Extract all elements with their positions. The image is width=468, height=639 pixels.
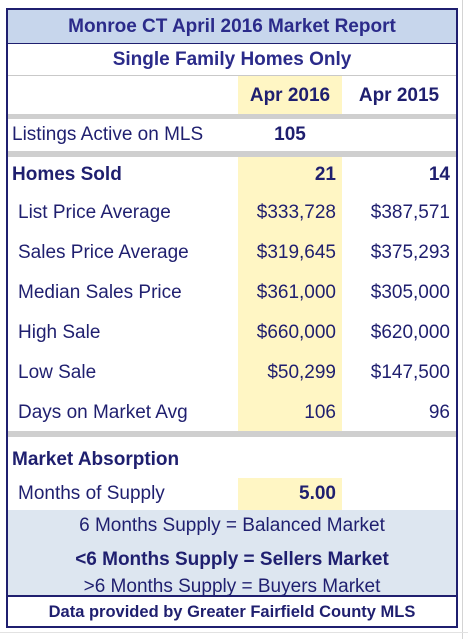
metric-label: Median Sales Price xyxy=(18,282,182,303)
row-separator xyxy=(8,114,456,119)
report-title: Monroe CT April 2016 Market Report xyxy=(8,10,456,44)
column-header-current: Apr 2016 xyxy=(238,76,342,116)
metric-current: $660,000 xyxy=(238,313,342,353)
column-header-prior: Apr 2015 xyxy=(358,85,440,106)
metric-prior: $387,571 xyxy=(370,202,450,223)
grid-column-line xyxy=(462,0,463,639)
metric-label: High Sale xyxy=(18,322,101,343)
metric-prior: $375,293 xyxy=(370,242,450,263)
absorption-heading-row: Market Absorption xyxy=(8,443,456,477)
metric-row-median-price: Median Sales Price $361,000 $305,000 xyxy=(8,273,456,313)
homes-sold-row: Homes Sold 21 14 xyxy=(8,157,456,193)
header-empty-cell xyxy=(8,76,240,116)
metric-prior: $620,000 xyxy=(370,322,450,343)
report-subtitle: Single Family Homes Only xyxy=(8,44,456,76)
listings-row: Listings Active on MLS 105 xyxy=(8,119,456,151)
metric-current: 106 xyxy=(238,393,342,433)
absorption-legend: 6 Months Supply = Balanced Market <6 Mon… xyxy=(8,510,456,597)
metric-label: List Price Average xyxy=(18,202,171,223)
listings-label: Listings Active on MLS xyxy=(12,124,204,145)
metric-row-list-price: List Price Average $333,728 $387,571 xyxy=(8,193,456,233)
column-header-row: Apr 2016 Apr 2015 xyxy=(8,76,456,116)
market-report-table: Monroe CT April 2016 Market Report Singl… xyxy=(6,8,458,628)
metric-label: Days on Market Avg xyxy=(18,402,188,423)
metric-current: $50,299 xyxy=(238,353,342,393)
metric-row-sales-price: Sales Price Average $319,645 $375,293 xyxy=(8,233,456,273)
metric-label: Sales Price Average xyxy=(18,242,189,263)
months-of-supply-value: 5.00 xyxy=(238,478,342,510)
listings-prior xyxy=(342,119,456,151)
listings-current: 105 xyxy=(274,124,306,145)
legend-sellers: <6 Months Supply = Sellers Market xyxy=(75,549,389,570)
row-separator xyxy=(8,151,456,157)
months-of-supply-label: Months of Supply xyxy=(18,483,165,504)
legend-buyers: >6 Months Supply = Buyers Market xyxy=(83,576,381,597)
row-separator xyxy=(8,431,456,437)
metric-prior: 96 xyxy=(428,402,450,423)
data-source-footer: Data provided by Greater Fairfield Count… xyxy=(8,595,456,628)
metric-current: $361,000 xyxy=(238,273,342,313)
metric-current: $319,645 xyxy=(238,233,342,273)
months-of-supply-row: Months of Supply 5.00 xyxy=(8,478,456,510)
metric-prior: $147,500 xyxy=(370,362,450,383)
metric-current: $333,728 xyxy=(238,193,342,233)
homes-sold-current: 21 xyxy=(238,157,342,193)
metric-prior: $305,000 xyxy=(370,282,450,303)
homes-sold-prior: 14 xyxy=(428,164,450,185)
metric-row-days-on-market: Days on Market Avg 106 96 xyxy=(8,393,456,433)
metric-row-high-sale: High Sale $660,000 $620,000 xyxy=(8,313,456,353)
legend-balanced: 6 Months Supply = Balanced Market xyxy=(79,515,385,536)
grid-row-line xyxy=(0,632,468,633)
metric-row-low-sale: Low Sale $50,299 $147,500 xyxy=(8,353,456,393)
homes-sold-label: Homes Sold xyxy=(12,164,122,185)
absorption-heading: Market Absorption xyxy=(12,449,180,470)
metric-label: Low Sale xyxy=(18,362,97,383)
